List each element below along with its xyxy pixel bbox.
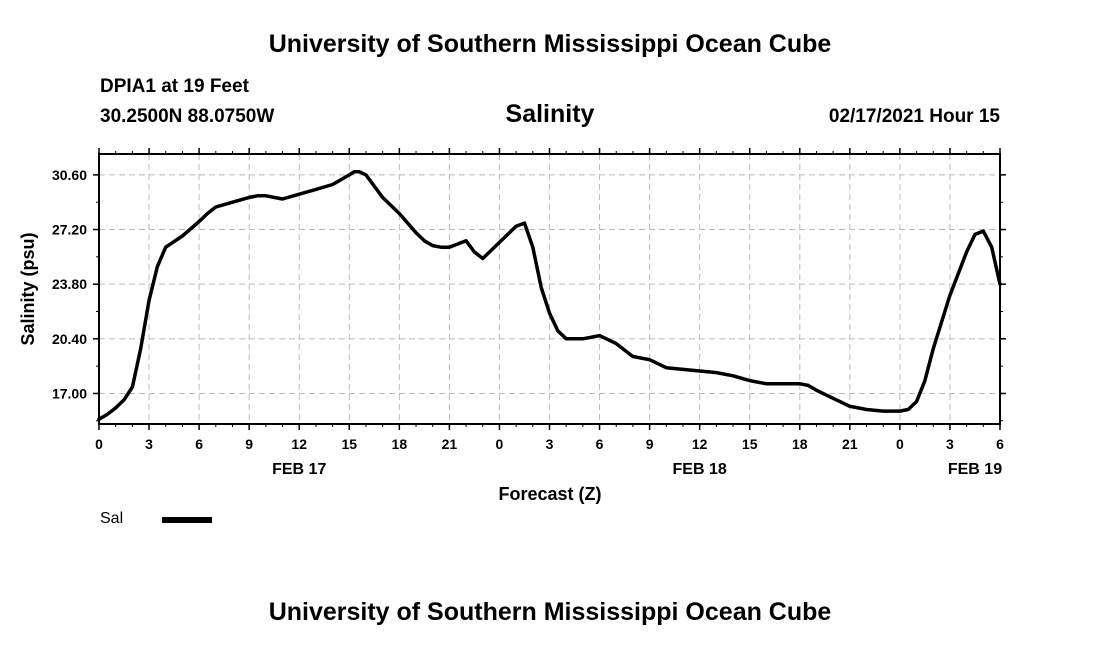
legend-label: Sal xyxy=(100,510,124,527)
station-label: DPIA1 at 19 Feet xyxy=(100,76,249,97)
date-label: FEB 17 xyxy=(272,461,326,478)
x-tick-label: 9 xyxy=(646,436,654,452)
chart-title: Salinity xyxy=(505,100,595,128)
x-tick-label: 3 xyxy=(145,436,153,452)
x-tick-label: 12 xyxy=(692,436,708,452)
forecast-datetime: 02/17/2021 Hour 15 xyxy=(828,106,1000,127)
x-tick-label: 21 xyxy=(842,436,858,452)
x-tick-label: 0 xyxy=(496,436,504,452)
x-tick-label: 9 xyxy=(245,436,253,452)
x-tick-label: 18 xyxy=(792,436,808,452)
x-tick-label: 3 xyxy=(946,436,954,452)
x-tick-label: 12 xyxy=(291,436,307,452)
x-tick-label: 18 xyxy=(392,436,408,452)
x-tick-label: 6 xyxy=(596,436,604,452)
x-tick-label: 15 xyxy=(742,436,758,452)
plot-frame xyxy=(98,153,1001,425)
y-tick-label: 27.20 xyxy=(52,222,87,238)
series-line-sal xyxy=(97,169,1002,421)
date-label: FEB 18 xyxy=(673,461,727,478)
x-tick-label: 21 xyxy=(442,436,458,452)
coordinates-label: 30.2500N 88.0750W xyxy=(100,106,275,127)
x-tick-label: 6 xyxy=(996,436,1004,452)
legend-line-swatch xyxy=(162,517,212,523)
y-tick-label: 17.00 xyxy=(52,385,87,401)
y-tick-label: 23.80 xyxy=(52,276,87,292)
x-tick-label: 0 xyxy=(95,436,103,452)
y-axis-title: Salinity (psu) xyxy=(18,232,38,345)
bottom-title: University of Southern Mississippi Ocean… xyxy=(268,598,832,626)
date-label: FEB 19 xyxy=(948,461,1002,478)
top-title: University of Southern Mississippi Ocean… xyxy=(268,30,832,58)
series-layer xyxy=(97,169,1002,421)
x-tick-label: 3 xyxy=(546,436,554,452)
axis-labels: 17.00 20.40 23.80 27.20 30.60 0 3 6 9 12 15 18 21 0 3 6… xyxy=(52,167,1004,478)
y-tick-label: 20.40 xyxy=(52,331,87,347)
x-tick-label: 0 xyxy=(896,436,904,452)
x-axis-title: Forecast (Z) xyxy=(498,484,601,504)
x-tick-label: 15 xyxy=(341,436,357,452)
y-tick-label: 30.60 xyxy=(52,167,87,183)
grid-lines xyxy=(99,154,1000,424)
x-tick-label: 6 xyxy=(195,436,203,452)
